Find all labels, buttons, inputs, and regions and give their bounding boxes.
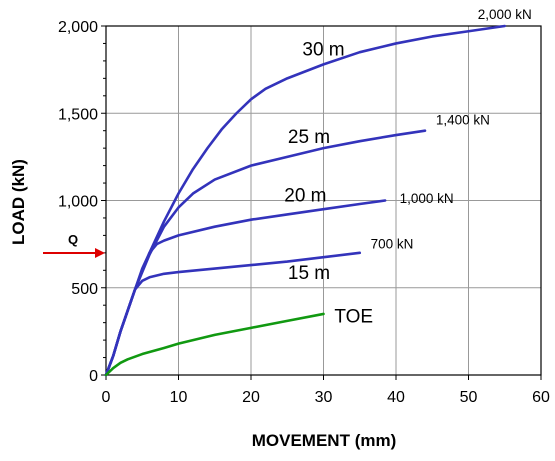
y-tick-label: 2,000 xyxy=(58,19,98,36)
series-name-label: TOE xyxy=(334,307,373,328)
series-end-label: 1,400 kN xyxy=(436,113,490,128)
axis-ticks xyxy=(101,25,542,380)
q-label: Q xyxy=(68,232,78,247)
x-tick-label: 30 xyxy=(315,389,333,406)
series-lines xyxy=(104,24,507,377)
series-labels: 30 m 2,000 kN 25 m 1,400 kN 20 m 1,000 kN 15 m… xyxy=(284,7,532,328)
axis-tick-labels: 0 10 20 30 40 50 60 0 500 1,000 1,500 2,000 xyxy=(58,19,550,406)
y-tick-label: 1,000 xyxy=(58,194,98,211)
q-arrow-head xyxy=(95,248,105,258)
x-tick-label: 0 xyxy=(102,389,111,406)
y-axis-title: LOAD (kN) xyxy=(9,159,28,245)
series-end-label: 700 kN xyxy=(371,236,414,251)
series-line-toe xyxy=(104,312,325,377)
series-name-label: 15 m xyxy=(288,263,330,284)
series-end-label: 1,000 kN xyxy=(400,191,454,206)
x-tick-label: 40 xyxy=(387,389,405,406)
x-tick-label: 50 xyxy=(460,389,478,406)
x-tick-label: 20 xyxy=(242,389,260,406)
series-line-15-m xyxy=(104,251,362,377)
x-tick-label: 60 xyxy=(532,389,550,406)
x-tick-label: 10 xyxy=(170,389,188,406)
x-axis-title: MOVEMENT (mm) xyxy=(252,431,397,450)
series-line-25-m xyxy=(104,129,427,377)
y-tick-label: 1,500 xyxy=(58,106,98,123)
series-name-label: 25 m xyxy=(288,127,330,148)
y-tick-label: 500 xyxy=(71,281,98,298)
series-name-label: 20 m xyxy=(284,185,326,206)
series-name-label: 30 m xyxy=(302,40,344,61)
series-end-label: 2,000 kN xyxy=(478,7,532,22)
grid xyxy=(106,26,541,375)
y-tick-label: 0 xyxy=(89,368,98,385)
